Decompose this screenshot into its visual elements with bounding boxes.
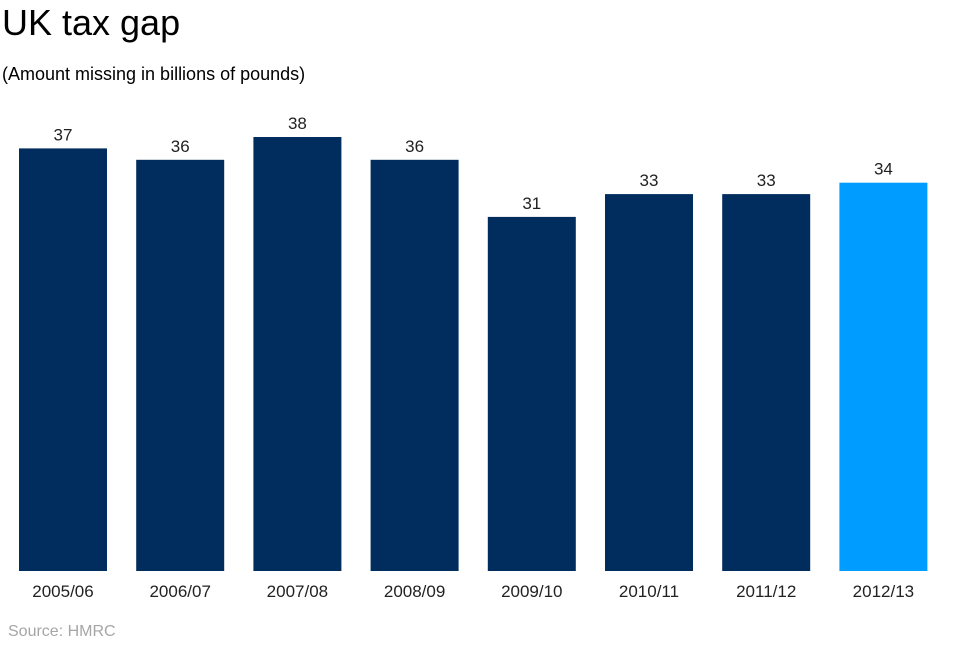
category-label: 2007/08: [267, 582, 328, 601]
value-label: 33: [757, 171, 776, 190]
category-label: 2006/07: [149, 582, 210, 601]
value-label: 36: [171, 137, 190, 156]
category-label: 2009/10: [501, 582, 562, 601]
category-label: 2008/09: [384, 582, 445, 601]
bar-2011-12: [722, 194, 811, 571]
value-labels-group: 37 36 38 36 31 33 33 34: [54, 114, 893, 213]
bar-2007-08: [253, 137, 342, 571]
value-label: 34: [874, 160, 893, 179]
bar-2005-06: [19, 148, 107, 571]
category-labels-group: 2005/06 2006/07 2007/08 2008/09 2009/10 2010/…: [32, 582, 914, 601]
value-label: 38: [288, 114, 307, 133]
category-label: 2012/13: [853, 582, 914, 601]
bar-2010-11: [605, 194, 693, 571]
bar-2006-07: [136, 159, 225, 572]
category-label: 2005/06: [32, 582, 93, 601]
category-label: 2010/11: [619, 582, 679, 601]
bar-2009-10: [487, 216, 576, 571]
value-label: 31: [522, 194, 541, 213]
bar-2008-09: [370, 159, 459, 572]
bars-group: [19, 137, 928, 572]
value-label: 36: [405, 137, 424, 156]
value-label: 37: [54, 125, 73, 144]
value-label: 33: [640, 171, 659, 190]
category-label: 2011/12: [736, 582, 796, 601]
source-note: Source: HMRC: [8, 623, 116, 640]
bar-2012-13: [839, 182, 928, 571]
chart-title: UK tax gap: [2, 2, 181, 43]
chart-subtitle: (Amount missing in billions of pounds): [2, 64, 306, 84]
